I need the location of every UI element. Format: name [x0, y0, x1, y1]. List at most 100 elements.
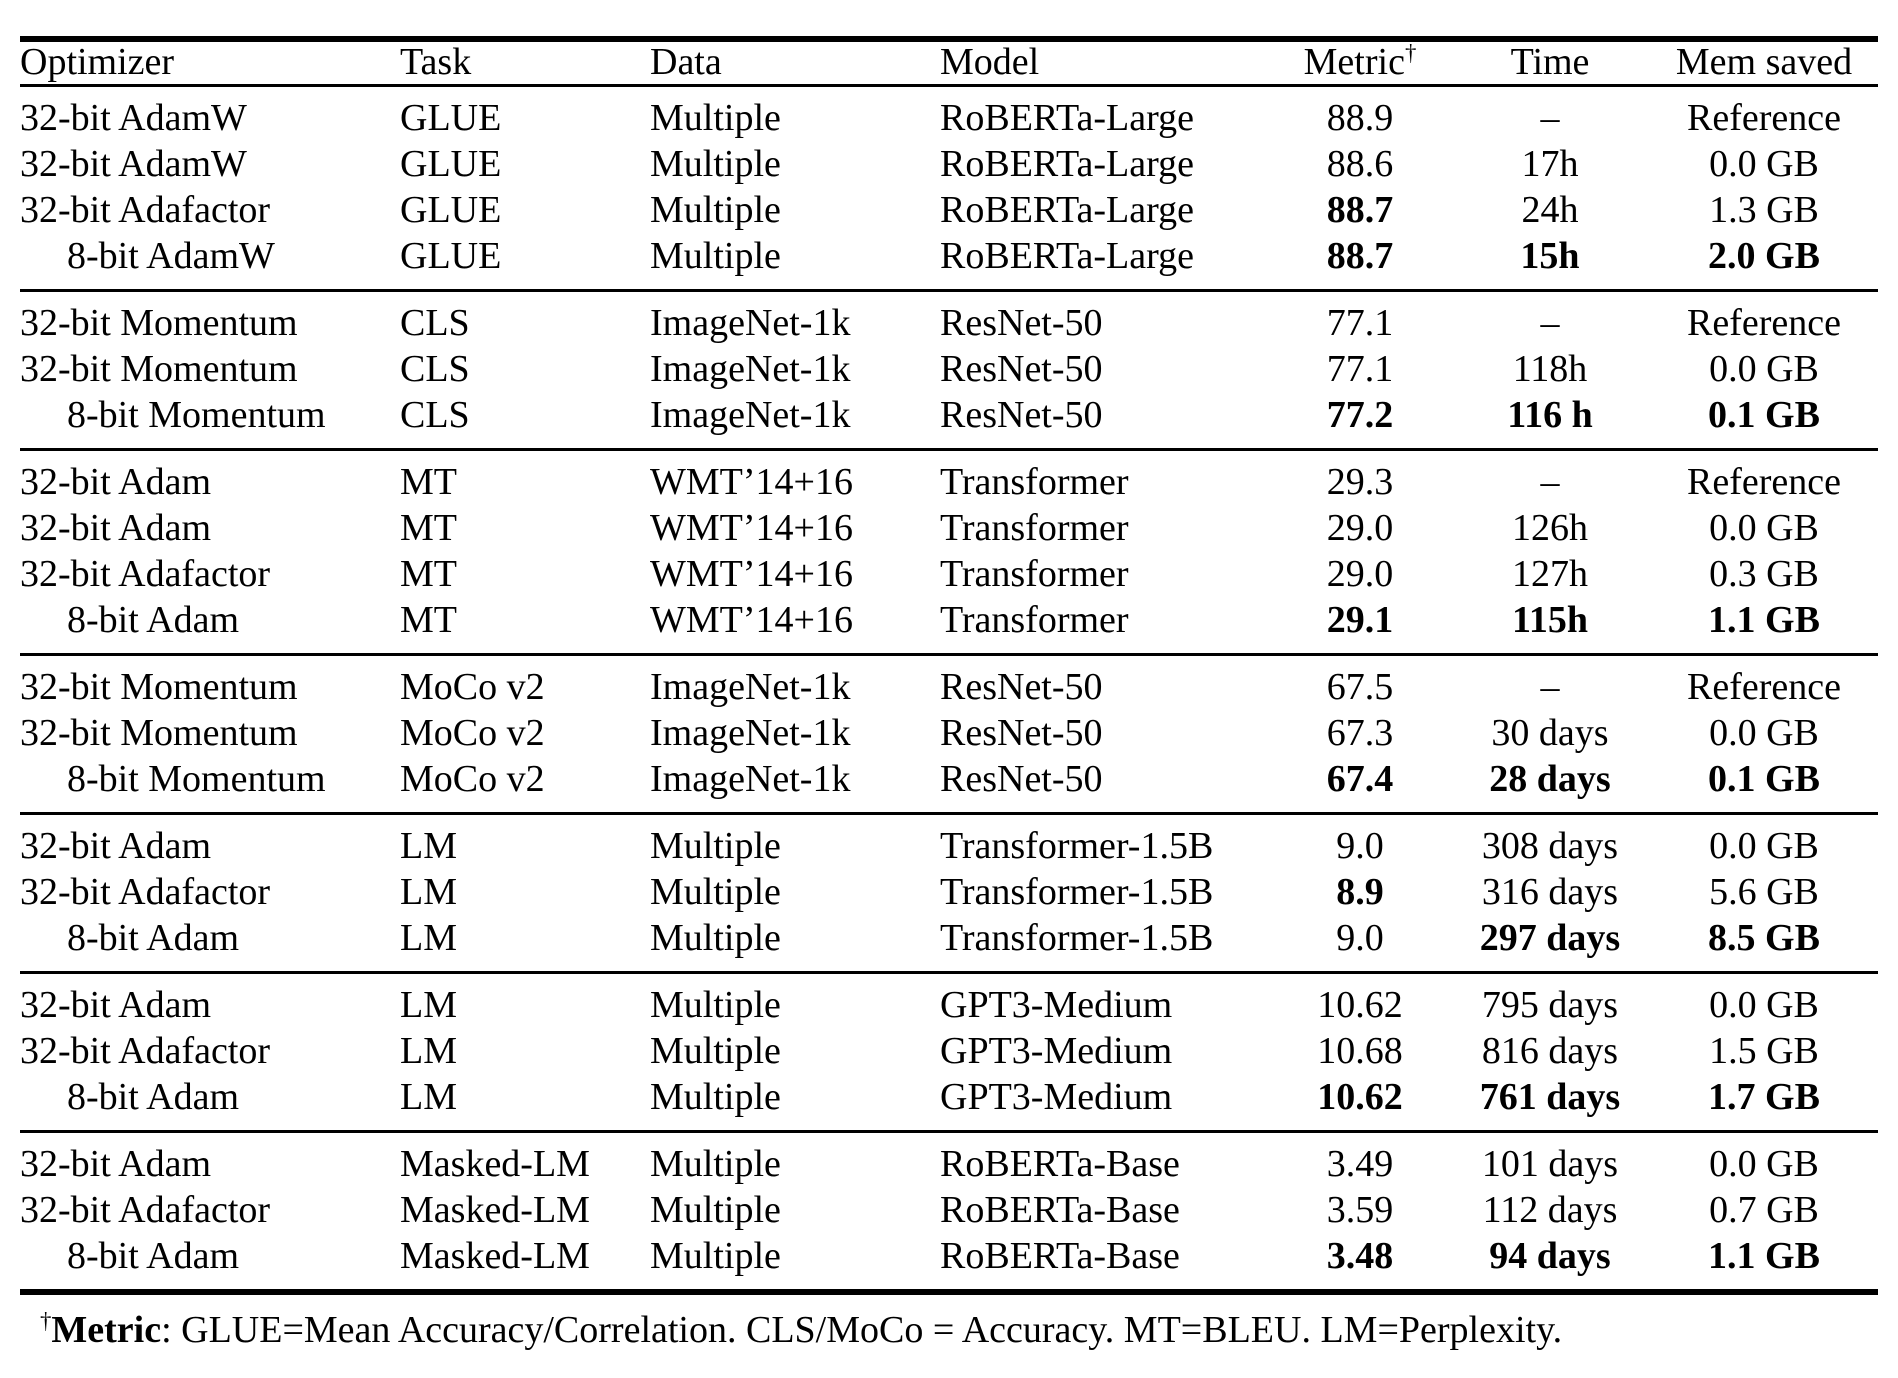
cell-optimizer: 32-bit Adam [20, 824, 212, 867]
cell-metric: 29.1 [1326, 598, 1394, 641]
cell-time: 116 h [1507, 393, 1593, 436]
cell-time: – [1540, 460, 1560, 503]
cell-optimizer: 32-bit Adafactor [20, 1029, 271, 1072]
cell-data: ImageNet-1k [650, 757, 851, 800]
cell-metric: 29.0 [1326, 552, 1394, 595]
cell-metric: 3.49 [1326, 1142, 1394, 1185]
table-row: 32-bit Adafactor MT WMT’14+16 Transformer 29… [20, 552, 1878, 598]
cell-time: – [1540, 301, 1560, 344]
cell-data: Multiple [650, 983, 781, 1026]
table-header: Optimizer Task Data Model Metric† Time M… [20, 39, 1878, 87]
cell-task: CLS [400, 347, 470, 390]
cell-optimizer: 32-bit Momentum [20, 711, 298, 754]
cell-data: Multiple [650, 870, 781, 913]
cell-optimizer: 32-bit Adam [20, 460, 212, 503]
cell-task: MT [400, 506, 457, 549]
cell-optimizer: 8-bit Adam [67, 1075, 240, 1118]
cell-mem: 1.1 GB [1708, 1234, 1820, 1277]
cell-task: LM [400, 824, 457, 867]
cell-model: RoBERTa-Base [940, 1142, 1180, 1185]
table-row: 32-bit Momentum CLS ImageNet-1k ResNet-50 77… [20, 290, 1878, 347]
cell-mem: 5.6 GB [1709, 870, 1819, 913]
table-row: 32-bit Adam LM Multiple Transformer-1.5B 9.0… [20, 813, 1878, 870]
cell-data: Multiple [650, 142, 781, 185]
cell-optimizer: 32-bit AdamW [20, 142, 247, 185]
cell-optimizer: 32-bit Adam [20, 506, 212, 549]
cell-time: 795 days [1481, 983, 1619, 1026]
cell-task: CLS [400, 301, 470, 344]
table-row: 32-bit Adam MT WMT’14+16 Transformer 29.3 – Re… [20, 449, 1878, 506]
cell-task: Masked-LM [400, 1188, 590, 1231]
cell-data: ImageNet-1k [650, 347, 851, 390]
cell-data: WMT’14+16 [650, 460, 853, 503]
cell-optimizer: 32-bit Momentum [20, 665, 298, 708]
header-row: Optimizer Task Data Model Metric† Time M… [20, 39, 1878, 87]
cell-time: 316 days [1481, 870, 1619, 913]
cell-optimizer: 32-bit Adafactor [20, 188, 271, 231]
cell-data: Multiple [650, 1075, 781, 1118]
column-header-mem-saved: Mem saved [1650, 39, 1878, 87]
cell-model: RoBERTa-Large [940, 234, 1194, 277]
cell-metric: 77.1 [1326, 347, 1394, 390]
cell-optimizer: 8-bit Adam [67, 598, 240, 641]
table-row: 32-bit Adafactor LM Multiple Transformer-1.… [20, 870, 1878, 916]
cell-task: Masked-LM [400, 1142, 590, 1185]
cell-task: LM [400, 916, 457, 959]
cell-mem: 0.3 GB [1709, 552, 1819, 595]
cell-model: ResNet-50 [940, 757, 1103, 800]
cell-data: Multiple [650, 1142, 781, 1185]
cell-metric: 10.62 [1317, 1075, 1403, 1118]
cell-data: ImageNet-1k [650, 665, 851, 708]
cell-mem: Reference [1687, 665, 1841, 708]
cell-model: RoBERTa-Base [940, 1234, 1180, 1277]
cell-task: LM [400, 983, 457, 1026]
table-row: 8-bit Momentum CLS ImageNet-1k ResNet-50 77.… [20, 393, 1878, 450]
cell-time: 15h [1520, 234, 1580, 277]
table-row: 8-bit Adam LM Multiple GPT3-Medium 10.62 761 … [20, 1075, 1878, 1132]
table-row: 8-bit Adam MT WMT’14+16 Transformer 29.1 115h… [20, 598, 1878, 655]
table-group: 32-bit Adam Masked-LM Multiple RoBERTa-Base… [20, 1131, 1878, 1292]
cell-optimizer: 32-bit Adam [20, 1142, 212, 1185]
cell-time: 94 days [1489, 1234, 1611, 1277]
cell-data: Multiple [650, 96, 781, 139]
cell-metric: 88.7 [1326, 234, 1394, 277]
cell-data: WMT’14+16 [650, 506, 853, 549]
cell-optimizer: 32-bit AdamW [20, 96, 247, 139]
table-group: 32-bit Adam MT WMT’14+16 Transformer 29.3 – Re… [20, 449, 1878, 654]
cell-optimizer: 8-bit Adam [67, 1234, 240, 1277]
table-row: 32-bit AdamW GLUE Multiple RoBERTa-Large 88.… [20, 85, 1878, 142]
cell-mem: 2.0 GB [1708, 234, 1820, 277]
table-row: 32-bit Adafactor Masked-LM Multiple RoBERTa… [20, 1188, 1878, 1234]
table-row: 32-bit Momentum MoCo v2 ImageNet-1k ResNet-… [20, 711, 1878, 757]
cell-model: Transformer-1.5B [940, 916, 1214, 959]
cell-time: – [1540, 665, 1560, 708]
table-row: 32-bit Adafactor LM Multiple GPT3-Medium 10.… [20, 1029, 1878, 1075]
cell-metric: 10.68 [1317, 1029, 1403, 1072]
cell-mem: Reference [1687, 96, 1841, 139]
cell-optimizer: 32-bit Momentum [20, 347, 298, 390]
cell-data: Multiple [650, 916, 781, 959]
cell-time: 118h [1512, 347, 1588, 390]
dagger-superscript: † [1404, 40, 1417, 66]
cell-model: GPT3-Medium [940, 1075, 1173, 1118]
cell-metric: 67.5 [1326, 665, 1394, 708]
cell-time: 761 days [1479, 1075, 1621, 1118]
cell-optimizer: 32-bit Adam [20, 983, 212, 1026]
cell-task: LM [400, 1029, 457, 1072]
cell-time: 115h [1511, 598, 1589, 641]
cell-model: GPT3-Medium [940, 1029, 1173, 1072]
cell-metric: 77.2 [1326, 393, 1394, 436]
cell-mem: 1.5 GB [1709, 1029, 1819, 1072]
cell-optimizer: 32-bit Adafactor [20, 870, 271, 913]
cell-model: ResNet-50 [940, 665, 1103, 708]
table-row: 8-bit Adam LM Multiple Transformer-1.5B 9.0 2… [20, 916, 1878, 973]
cell-data: Multiple [650, 1188, 781, 1231]
cell-data: ImageNet-1k [650, 393, 851, 436]
cell-data: WMT’14+16 [650, 598, 853, 641]
cell-mem: 0.1 GB [1708, 757, 1820, 800]
cell-task: MT [400, 552, 457, 595]
table-row: 32-bit Adam LM Multiple GPT3-Medium 10.62 795… [20, 972, 1878, 1029]
cell-task: GLUE [400, 234, 502, 277]
cell-metric: 29.0 [1326, 506, 1394, 549]
